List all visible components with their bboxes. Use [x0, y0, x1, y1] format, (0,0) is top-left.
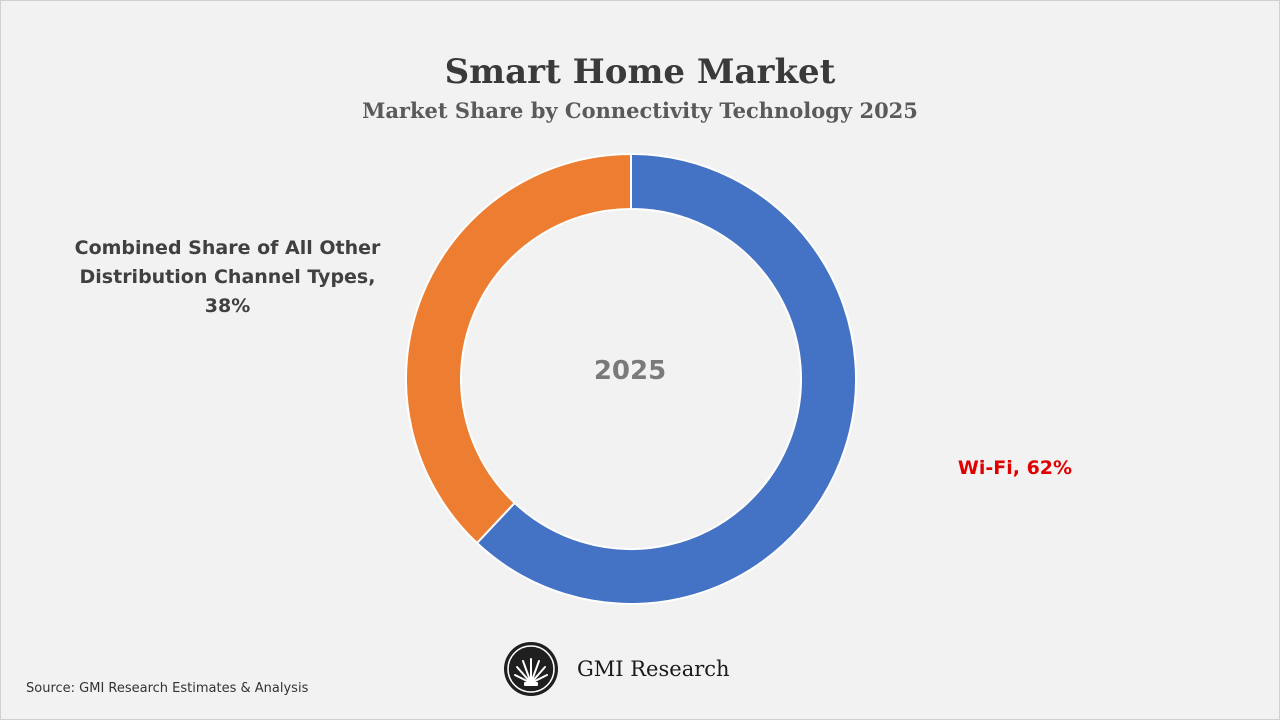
donut-slice-other [405, 152, 632, 545]
slice-label-other: Combined Share of All Other Distribution… [60, 234, 395, 321]
slice-label-other-line-3: 38% [204, 295, 251, 317]
slice-label-other-line-2: Distribution Channel Types, [79, 266, 376, 288]
slice-label-wifi: Wi-Fi, 62% [957, 457, 1073, 479]
donut-center-label: 2025 [593, 356, 667, 386]
source-note: Source: GMI Research Estimates & Analysi… [26, 681, 309, 696]
slice-label-other-line-1: Combined Share of All Other [74, 237, 381, 259]
chart-subtitle: Market Share by Connectivity Technology … [362, 98, 918, 123]
chart-title: Smart Home Market [444, 52, 836, 92]
donut-slice-wifi [475, 152, 857, 605]
brand-name: GMI Research [577, 657, 730, 681]
gmi-fan-logo-icon [504, 642, 558, 696]
brand-logo: GMI Research [503, 640, 730, 698]
